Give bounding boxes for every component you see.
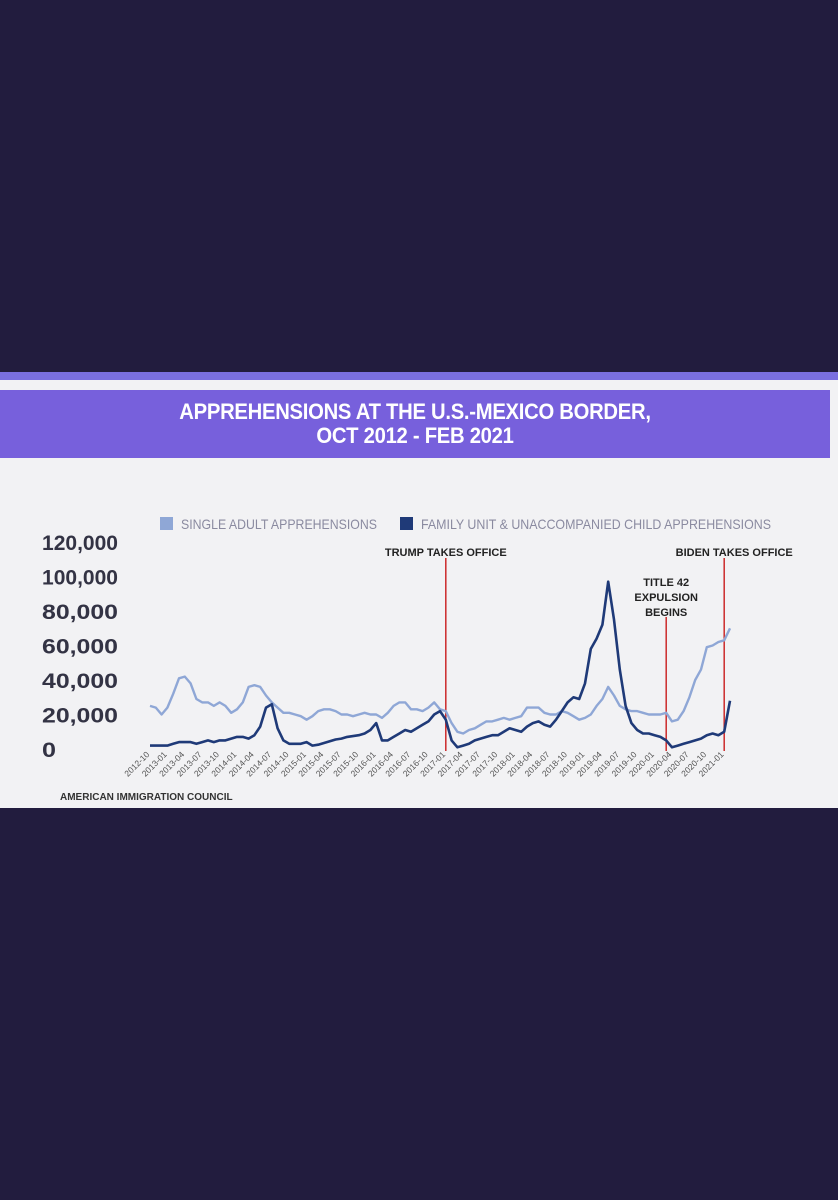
- series-line-2: [150, 580, 732, 749]
- event-label: EXPULSION: [634, 592, 698, 604]
- y-tick-label: 60,000: [42, 636, 118, 659]
- y-tick-label: 100,000: [42, 567, 118, 590]
- y-tick-label: 120,000: [42, 532, 118, 555]
- event-label: BIDEN TAKES OFFICE: [676, 547, 793, 559]
- legend-label-2: FAMILY UNIT & UNACCOMPANIED CHILD APPREH…: [421, 516, 771, 532]
- y-tick-label: 20,000: [42, 705, 118, 728]
- legend-label-1: SINGLE ADULT APPREHENSIONS: [181, 516, 377, 532]
- y-tick-label: 0: [42, 739, 56, 762]
- title-band: APPREHENSIONS AT THE U.S.-MEXICO BORDER,…: [0, 390, 830, 458]
- source-credit: AMERICAN IMMIGRATION COUNCIL: [60, 792, 233, 803]
- line-chart: SINGLE ADULT APPREHENSIONS FAMILY UNIT & …: [42, 516, 793, 778]
- event-label: TRUMP TAKES OFFICE: [385, 547, 507, 559]
- chart-title-line-2: OCT 2012 - FEB 2021: [316, 423, 514, 448]
- event-label: BEGINS: [645, 607, 687, 619]
- series-line-1: [149, 627, 732, 735]
- legend-swatch-1: [160, 517, 173, 530]
- chart-panel: APPREHENSIONS AT THE U.S.-MEXICO BORDER,…: [0, 372, 838, 808]
- y-tick-label: 40,000: [42, 670, 118, 693]
- legend-swatch-2: [400, 517, 413, 530]
- event-label: TITLE 42: [643, 577, 689, 589]
- y-tick-label: 80,000: [42, 601, 118, 624]
- chart-title-line-1: APPREHENSIONS AT THE U.S.-MEXICO BORDER,: [179, 399, 651, 424]
